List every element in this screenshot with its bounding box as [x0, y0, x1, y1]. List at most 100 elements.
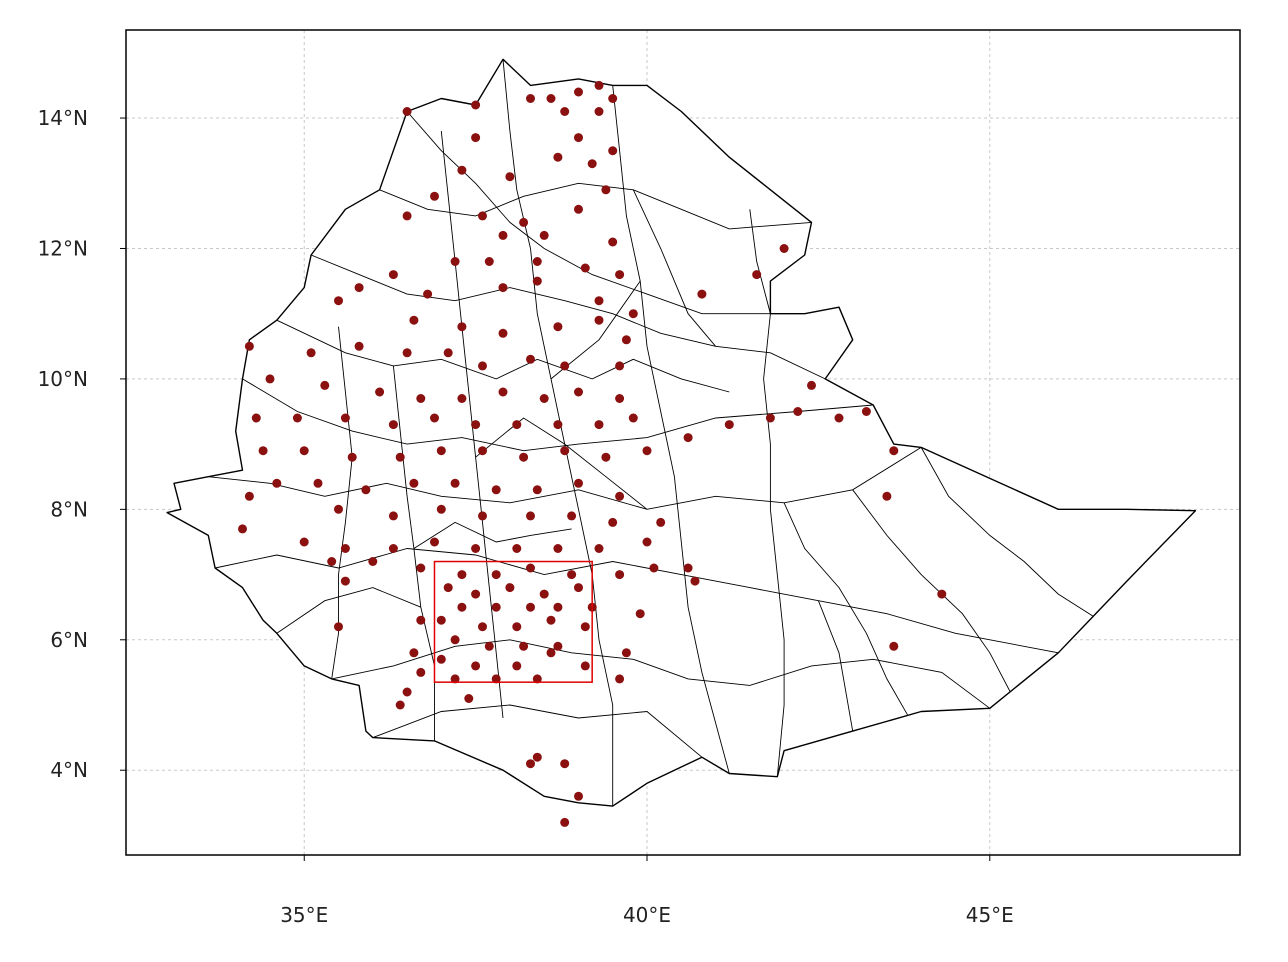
- site-point-42: [457, 322, 467, 332]
- x-tick-label-2: 45°E: [966, 903, 1014, 927]
- site-point-83: [258, 446, 268, 456]
- site-point-98: [491, 485, 501, 495]
- site-point-52: [526, 354, 535, 364]
- district-boundary-12: [331, 326, 353, 679]
- site-point-84: [299, 446, 309, 456]
- site-point-175: [532, 752, 542, 762]
- site-point-16: [601, 185, 611, 195]
- site-point-19: [478, 211, 487, 221]
- x-axis-ticks: 35°E 40°E 45°E: [280, 855, 1014, 927]
- site-point-100: [574, 478, 583, 488]
- y-tick-label-5: 14°N: [38, 106, 88, 130]
- site-point-40: [334, 296, 343, 306]
- site-point-149: [546, 615, 556, 625]
- site-point-97: [450, 478, 460, 488]
- site-point-79: [834, 413, 844, 423]
- site-point-119: [553, 544, 563, 553]
- site-point-141: [526, 602, 535, 612]
- site-point-113: [299, 537, 309, 547]
- site-point-117: [471, 544, 481, 553]
- site-point-92: [642, 446, 652, 456]
- site-point-50: [443, 348, 453, 358]
- site-point-168: [532, 674, 542, 684]
- site-point-94: [313, 478, 323, 488]
- site-point-2: [526, 94, 535, 103]
- study-area-rectangle: [433, 560, 593, 683]
- site-point-128: [567, 570, 577, 580]
- site-point-104: [334, 504, 343, 514]
- site-point-159: [471, 661, 481, 671]
- site-point-103: [244, 491, 254, 501]
- site-point-132: [340, 576, 350, 586]
- site-point-33: [498, 283, 508, 293]
- site-point-59: [416, 394, 426, 403]
- site-point-124: [416, 563, 426, 573]
- site-point-4: [574, 87, 583, 97]
- district-boundary-6: [406, 111, 771, 315]
- site-point-160: [512, 661, 522, 671]
- site-point-55: [244, 341, 254, 351]
- site-point-171: [464, 694, 474, 703]
- site-point-39: [779, 244, 789, 253]
- site-point-27: [532, 257, 542, 266]
- site-point-156: [937, 589, 947, 599]
- site-point-167: [491, 674, 501, 684]
- site-point-72: [553, 420, 563, 430]
- site-point-138: [690, 576, 700, 586]
- site-point-63: [574, 387, 583, 397]
- site-point-28: [580, 263, 590, 273]
- y-tick-label-0: 4°N: [50, 758, 88, 782]
- site-point-60: [457, 394, 467, 403]
- site-point-137: [574, 583, 583, 593]
- site-point-9: [574, 133, 583, 143]
- district-boundary-14: [749, 209, 785, 777]
- district-boundary-2: [208, 447, 922, 510]
- site-point-173: [526, 759, 535, 769]
- site-point-22: [498, 230, 508, 240]
- site-point-106: [436, 504, 446, 514]
- site-point-133: [443, 583, 453, 593]
- site-point-126: [491, 570, 501, 580]
- site-point-61: [498, 387, 508, 397]
- site-point-32: [423, 289, 433, 299]
- site-point-147: [478, 622, 487, 632]
- site-point-131: [683, 563, 693, 573]
- district-boundary-10: [612, 85, 730, 774]
- district-boundary-4: [331, 639, 991, 709]
- site-point-125: [457, 570, 467, 580]
- site-point-110: [608, 517, 618, 527]
- site-point-130: [649, 563, 659, 573]
- country-outline: [166, 58, 1197, 807]
- site-point-21: [402, 211, 412, 221]
- site-point-62: [539, 394, 549, 403]
- site-point-88: [478, 446, 487, 456]
- site-point-170: [402, 687, 412, 697]
- district-boundary-18: [632, 189, 716, 347]
- site-point-148: [512, 622, 522, 632]
- site-point-169: [615, 674, 625, 684]
- site-point-73: [594, 420, 604, 430]
- site-point-68: [388, 420, 398, 430]
- site-point-66: [292, 413, 302, 423]
- site-point-91: [601, 452, 611, 462]
- site-point-134: [471, 589, 481, 599]
- site-point-139: [457, 602, 467, 612]
- district-boundary-20: [276, 587, 421, 634]
- site-point-46: [621, 335, 631, 345]
- site-point-177: [560, 817, 570, 827]
- site-point-14: [457, 165, 467, 175]
- district-boundary-23: [413, 521, 572, 549]
- site-point-51: [478, 361, 487, 371]
- y-tick-label-3: 10°N: [38, 367, 88, 391]
- site-point-174: [560, 759, 570, 769]
- site-point-120: [594, 544, 604, 553]
- site-point-1: [471, 100, 481, 110]
- site-point-38: [752, 270, 762, 280]
- map-frame: [125, 29, 1241, 856]
- site-point-41: [409, 315, 419, 325]
- site-point-114: [340, 544, 350, 553]
- site-point-24: [608, 237, 618, 247]
- site-point-54: [615, 361, 625, 371]
- site-point-7: [560, 107, 570, 116]
- site-point-86: [395, 452, 405, 462]
